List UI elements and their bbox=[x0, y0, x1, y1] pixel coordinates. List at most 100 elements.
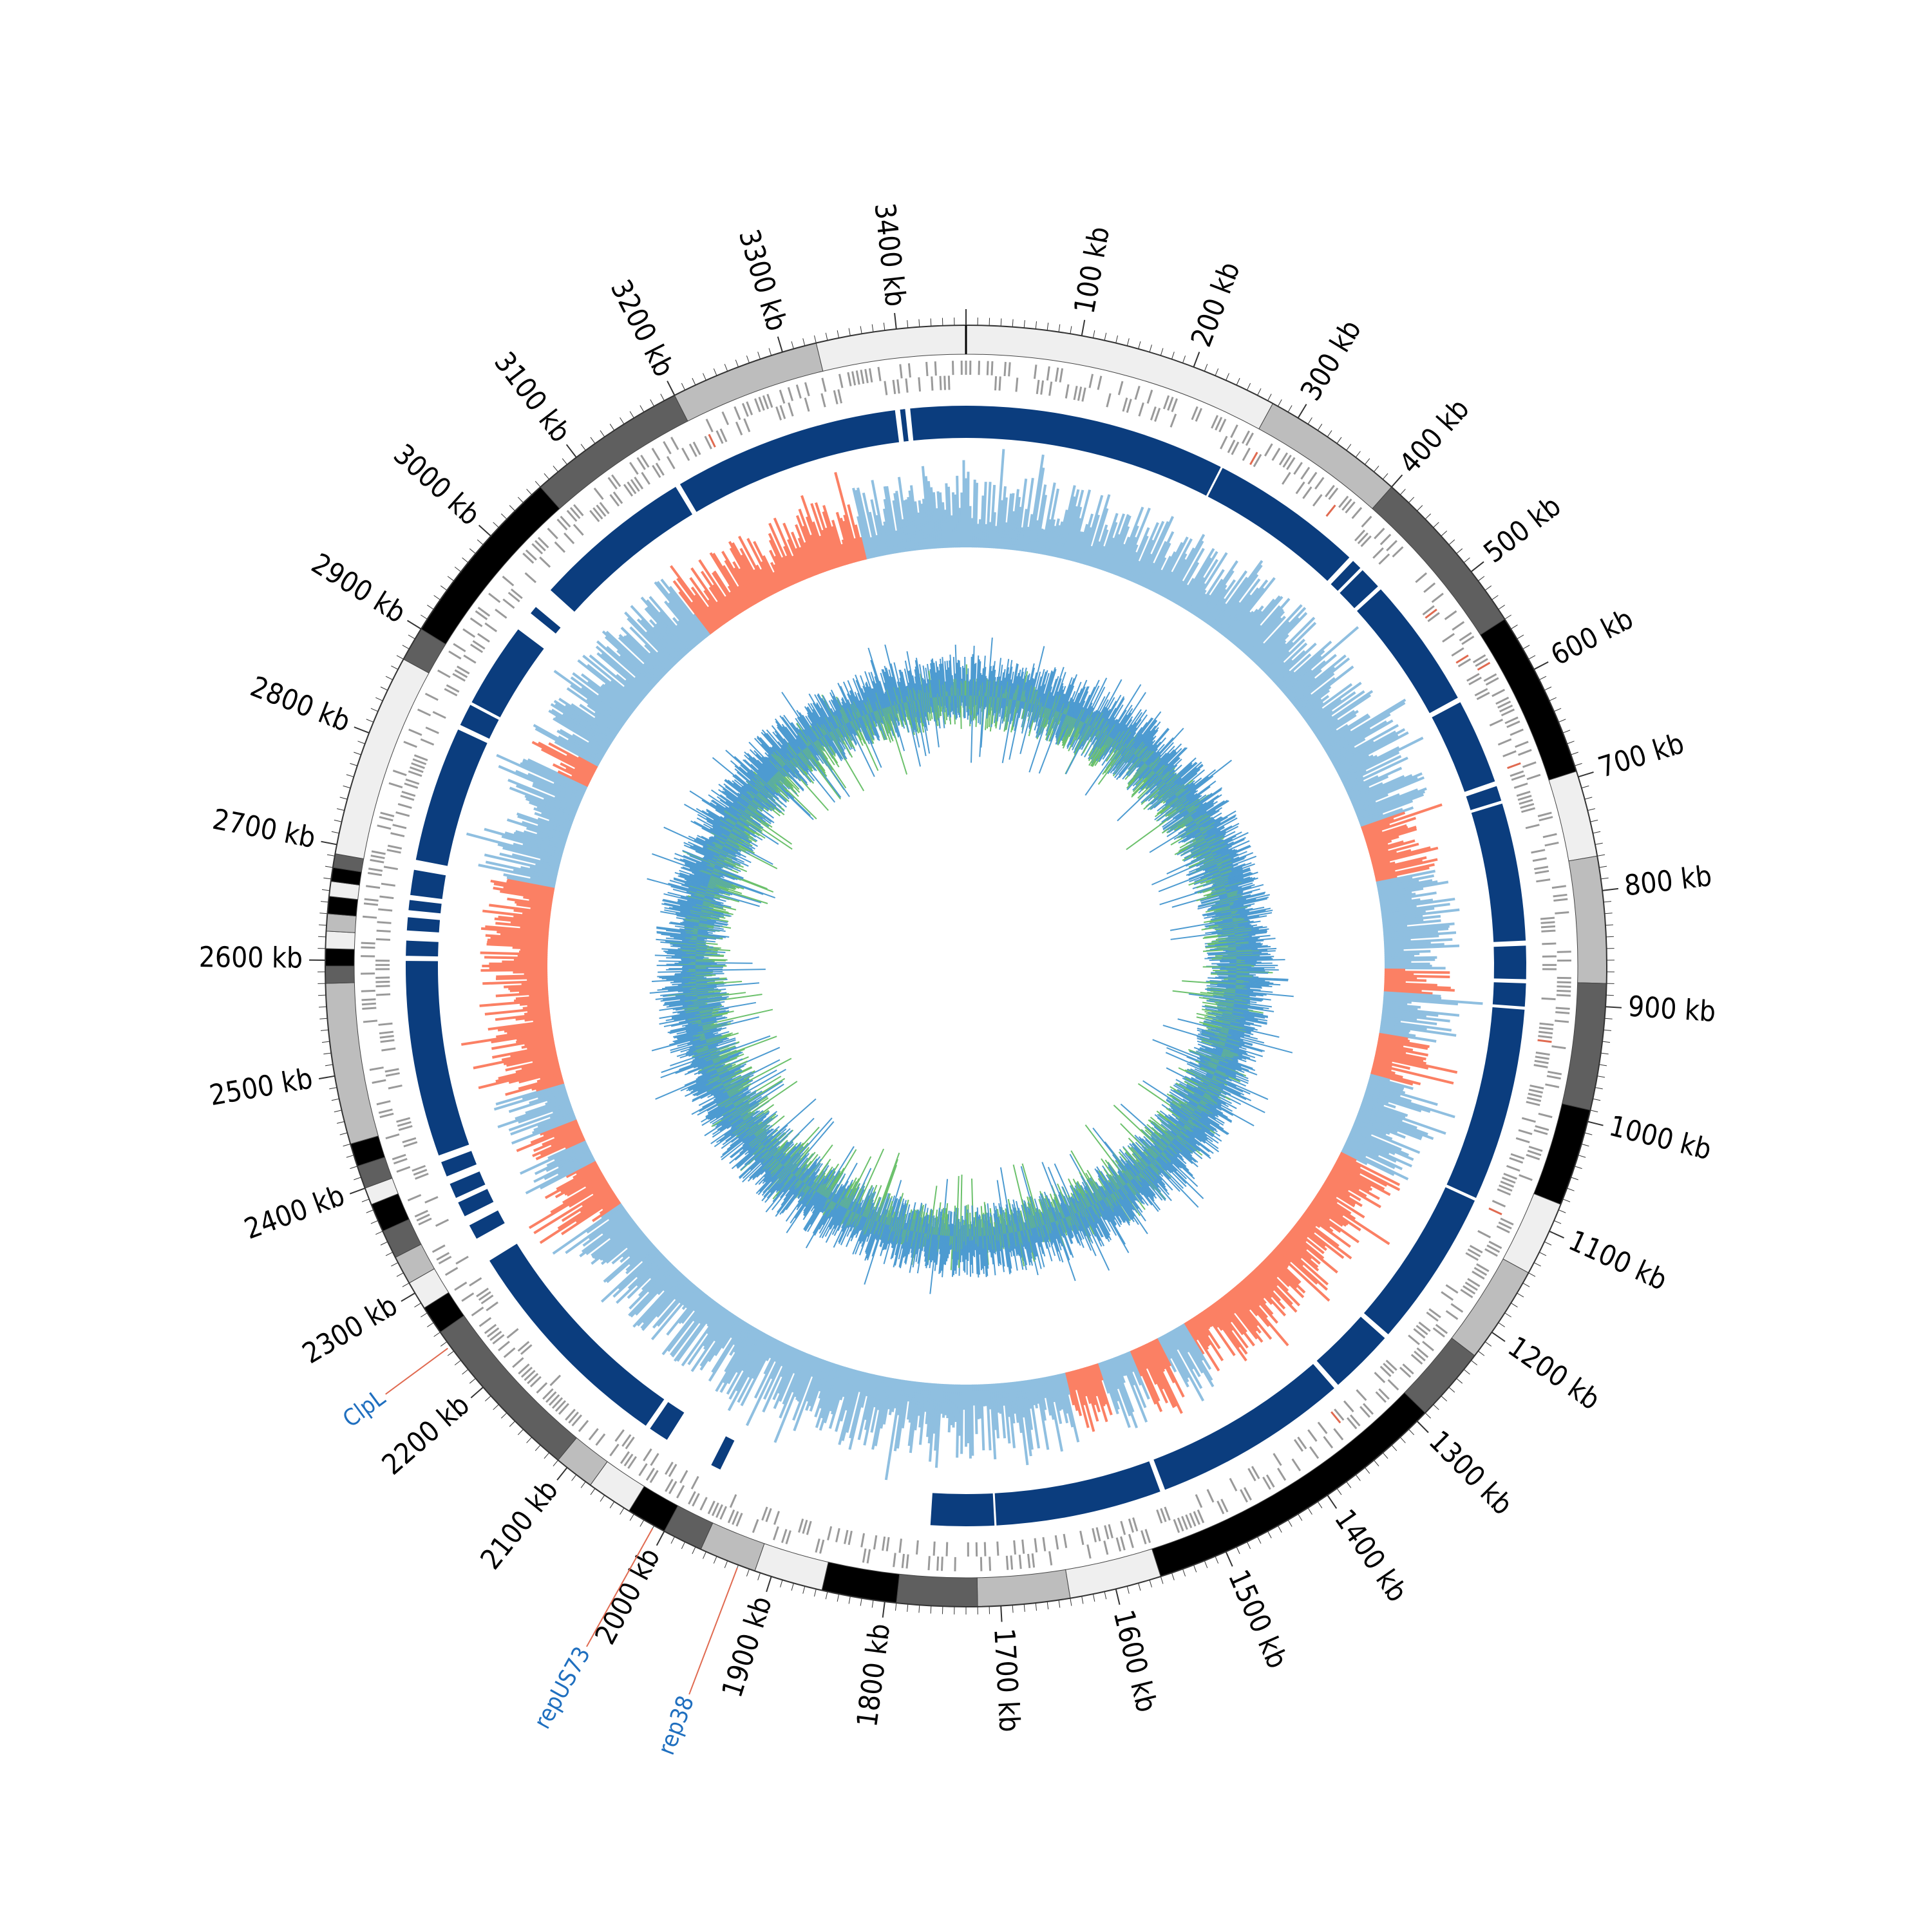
skew-bar-positive bbox=[1356, 1113, 1422, 1141]
skew-bar-negative bbox=[566, 1173, 604, 1197]
gene-feature bbox=[554, 1400, 567, 1412]
skew-bar-positive bbox=[1383, 924, 1408, 930]
gene-feature bbox=[939, 375, 942, 390]
skew-bar-negative bbox=[1202, 1309, 1236, 1356]
skew-bar-negative bbox=[1226, 1293, 1258, 1332]
skew-bar-negative bbox=[543, 1121, 578, 1137]
gc-content-bar bbox=[1022, 679, 1030, 710]
skew-bar-positive bbox=[641, 1261, 671, 1291]
gc-content-bar bbox=[1220, 969, 1279, 971]
gene-feature bbox=[517, 1341, 530, 1352]
minor-tick bbox=[1575, 1166, 1582, 1170]
skew-bar-positive bbox=[579, 703, 620, 733]
skew-bar-positive bbox=[1379, 1027, 1410, 1034]
skew-bar-positive bbox=[1104, 1360, 1131, 1428]
gene-feature bbox=[413, 1169, 428, 1176]
gene-feature bbox=[573, 524, 584, 536]
skew-bar-positive bbox=[618, 636, 663, 679]
skew-bar-negative bbox=[526, 1042, 555, 1050]
skew-bar-positive bbox=[1059, 1373, 1074, 1428]
skew-bar-positive bbox=[1383, 927, 1449, 935]
gene-feature bbox=[668, 1481, 677, 1495]
gene-feature bbox=[614, 1429, 625, 1442]
gene-feature bbox=[1295, 481, 1305, 495]
gene-feature bbox=[1444, 610, 1457, 620]
gc-content-bar bbox=[1059, 685, 1075, 721]
skew-bar-positive bbox=[1030, 520, 1039, 553]
skew-bar-negative bbox=[1317, 1191, 1352, 1215]
gene-feature bbox=[1077, 386, 1083, 401]
skew-bar-positive bbox=[1025, 1379, 1032, 1409]
skew-bar-negative bbox=[678, 591, 713, 635]
skew-bar-negative bbox=[478, 1066, 560, 1090]
gc-content-bar bbox=[1217, 985, 1251, 989]
skew-bar-positive bbox=[1351, 772, 1423, 805]
skew-bar-negative bbox=[601, 1198, 620, 1211]
minor-tick bbox=[1374, 466, 1379, 472]
skew-bar-positive bbox=[1383, 925, 1450, 933]
skew-bar-positive bbox=[596, 640, 653, 691]
gene-feature bbox=[862, 1548, 867, 1563]
skew-bar-negative bbox=[1256, 1265, 1278, 1287]
skew-bar-negative bbox=[741, 554, 767, 600]
skew-bar-positive bbox=[1280, 655, 1322, 692]
skew-bar-negative bbox=[1332, 1167, 1373, 1191]
gene-feature bbox=[1553, 898, 1568, 902]
skew-bar-negative bbox=[495, 1064, 560, 1083]
skew-bar-positive bbox=[708, 1321, 747, 1382]
gene-feature bbox=[820, 393, 826, 408]
gene-feature bbox=[1477, 1230, 1492, 1238]
skew-bar-positive bbox=[1380, 898, 1434, 909]
skew-bar-positive bbox=[1331, 724, 1399, 764]
skew-bar-negative bbox=[532, 1055, 558, 1063]
minor-tick bbox=[609, 1501, 615, 1508]
gene-feature bbox=[1538, 1035, 1553, 1039]
minor-tick bbox=[1571, 752, 1578, 755]
minor-tick bbox=[385, 676, 393, 680]
minor-tick bbox=[1517, 634, 1524, 639]
skew-bar-positive bbox=[643, 663, 662, 681]
contig-band-ring bbox=[325, 325, 1607, 1607]
skew-bar-positive bbox=[940, 1383, 945, 1414]
skew-bar-positive bbox=[1064, 489, 1084, 560]
gene-feature bbox=[1464, 1282, 1478, 1291]
skew-bar-negative bbox=[585, 1175, 605, 1189]
minor-tick bbox=[334, 1110, 342, 1113]
gc-content-bar bbox=[1124, 1164, 1161, 1211]
skew-bar-positive bbox=[1378, 880, 1449, 896]
skew-bar-positive bbox=[932, 492, 939, 549]
skew-bar-negative bbox=[1280, 1240, 1303, 1260]
gene-feature bbox=[1351, 507, 1363, 519]
skew-bar-positive bbox=[1179, 1325, 1213, 1381]
skew-bar-negative bbox=[1231, 1288, 1251, 1311]
minor-tick bbox=[735, 359, 739, 368]
skew-bar-positive bbox=[547, 1139, 587, 1160]
skew-bar-negative bbox=[715, 601, 732, 621]
skew-bar-positive bbox=[1053, 521, 1064, 558]
skew-bar-positive bbox=[690, 1312, 733, 1372]
gene-feature bbox=[1128, 1533, 1134, 1548]
gene-feature bbox=[1286, 457, 1296, 470]
gene-feature bbox=[1510, 770, 1524, 777]
gc-content-bar bbox=[649, 987, 717, 994]
gc-content-bar bbox=[668, 982, 760, 991]
skew-bar-positive bbox=[636, 1256, 667, 1287]
gene-feature bbox=[666, 456, 676, 469]
skew-bar-negative bbox=[480, 968, 548, 972]
skew-bar-negative bbox=[737, 585, 752, 608]
skew-bar-positive bbox=[1108, 515, 1132, 573]
skew-bar-positive bbox=[1202, 589, 1227, 623]
gene-feature bbox=[1034, 1538, 1038, 1553]
skew-bar-negative bbox=[1304, 1210, 1334, 1233]
gc-content-bar bbox=[994, 1227, 999, 1267]
gene-feature bbox=[670, 437, 679, 450]
minor-tick bbox=[1215, 368, 1219, 376]
skew-bar-negative bbox=[795, 524, 817, 576]
skew-bar-positive bbox=[917, 512, 924, 550]
skew-bar-negative bbox=[518, 1070, 562, 1084]
skew-bar-positive bbox=[795, 1355, 815, 1401]
skew-bar-negative bbox=[1236, 1284, 1289, 1347]
gc-content-bar bbox=[961, 1216, 963, 1256]
skew-bar-positive bbox=[1124, 1352, 1135, 1373]
skew-bar-positive bbox=[509, 786, 577, 815]
